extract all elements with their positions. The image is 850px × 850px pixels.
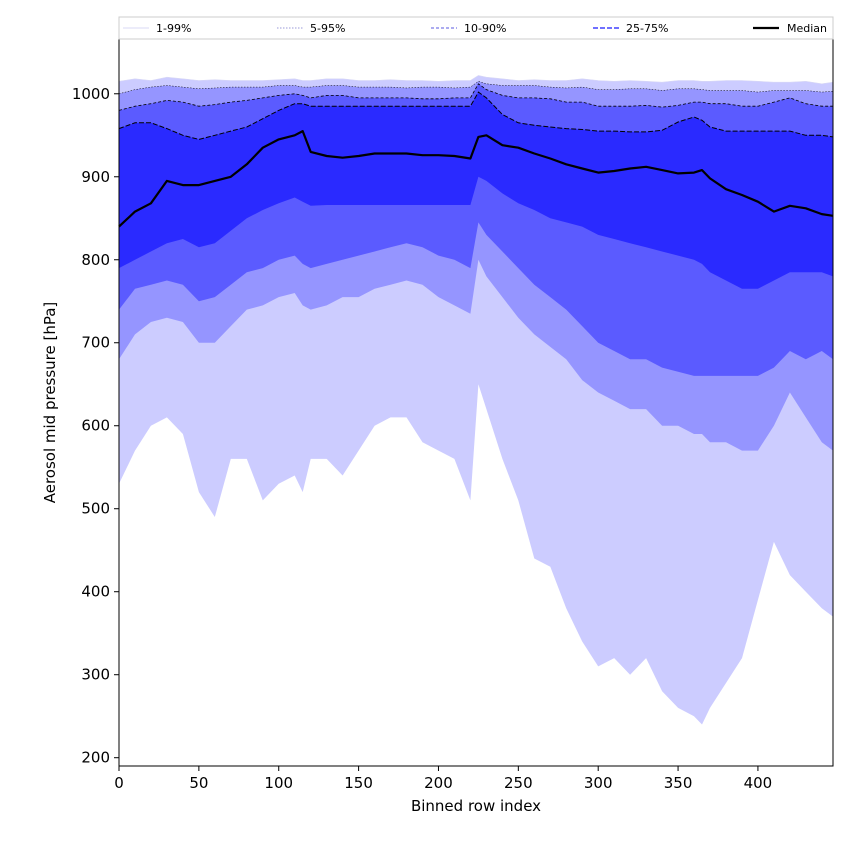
y-axis-label: Aerosol mid pressure [hPa]: [41, 302, 59, 504]
x-tick-label: 400: [744, 774, 773, 792]
series-lines: [118, 75, 834, 228]
x-tick-label: 50: [189, 774, 208, 792]
x-tick-label: 200: [424, 774, 453, 792]
y-tick-label: 900: [81, 168, 110, 186]
x-tick-label: 0: [114, 774, 124, 792]
x-tick-label: 300: [584, 774, 613, 792]
y-tick-label: 500: [81, 500, 110, 518]
x-tick-label: 150: [344, 774, 373, 792]
y-tick-label: 200: [81, 749, 110, 767]
percentile-bands: [119, 75, 833, 725]
median-line: [118, 130, 834, 228]
legend-label-5-95: 5-95%: [310, 22, 345, 35]
legend-label-10-90: 10-90%: [464, 22, 506, 35]
legend-label-25-75: 25-75%: [626, 22, 668, 35]
y-tick-label: 300: [81, 666, 110, 684]
legend-label-1-99: 1-99%: [156, 22, 191, 35]
band-edge-10-90: [118, 83, 833, 111]
x-axis: 0 50 100 150 200 250 300 350 400: [114, 766, 772, 792]
legend: 1-99% 5-95% 10-90% 25-75% Median: [118, 16, 834, 40]
x-tick-label: 100: [264, 774, 293, 792]
y-axis: 200 300 400 500 600 700 800 900 1000: [72, 85, 119, 767]
y-tick-label: 400: [81, 583, 110, 601]
band-25-75: [119, 92, 833, 289]
y-tick-label: 1000: [72, 85, 110, 103]
x-tick-label: 250: [504, 774, 533, 792]
legend-label-median: Median: [787, 22, 827, 35]
y-tick-label: 800: [81, 251, 110, 269]
legend-box: [118, 16, 834, 40]
band-edge-1-99: [118, 75, 834, 85]
y-tick-label: 700: [81, 334, 110, 352]
band-edge-25-75: [118, 91, 834, 140]
x-axis-label: Binned row index: [411, 797, 541, 815]
x-tick-label: 350: [664, 774, 693, 792]
y-tick-label: 600: [81, 417, 110, 435]
